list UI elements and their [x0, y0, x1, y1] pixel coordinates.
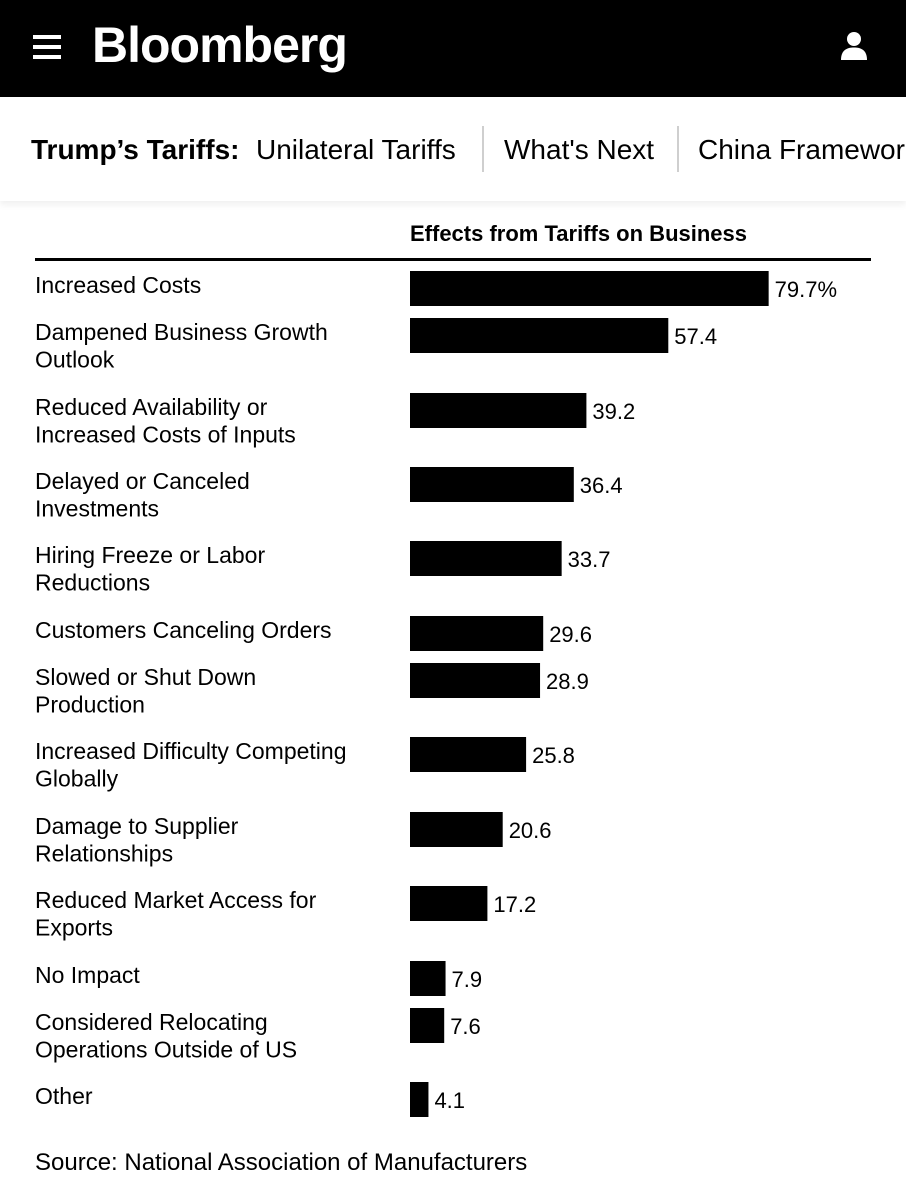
chart-header-rule: [35, 258, 871, 261]
bloomberg-logo[interactable]: Bloomberg: [92, 17, 348, 73]
user-account-icon[interactable]: [838, 30, 870, 62]
category-label: Hiring Freeze or Labor Reductions: [35, 542, 265, 596]
bar: [410, 663, 541, 698]
category-label: Customers Canceling Orders: [35, 617, 332, 643]
top-navigation-bar: Bloomberg: [0, 0, 906, 97]
bar: [410, 737, 527, 772]
category-label: Slowed or Shut Down Production: [35, 664, 256, 718]
bar: [410, 961, 446, 996]
bar-value-label: 36.4: [580, 473, 623, 498]
bar-value-label: 7.9: [452, 967, 483, 992]
subnav-title: Trump’s Tariffs:: [31, 134, 240, 165]
chart-source: Source: National Association of Manufact…: [35, 1149, 528, 1176]
bar: [410, 541, 562, 576]
bar: [410, 812, 503, 847]
bar: [410, 1082, 429, 1117]
subnav-link-china-framework[interactable]: China Framewor: [698, 134, 905, 165]
bar: [410, 318, 669, 353]
bar-value-label: 17.2: [493, 892, 536, 917]
category-label: Increased Difficulty Competing Globally: [35, 738, 347, 792]
category-label: No Impact: [35, 962, 140, 988]
subnav-link-whats-next[interactable]: What's Next: [504, 134, 655, 165]
topic-subnav: Trump’s Tariffs: Unilateral Tariffs What…: [0, 97, 906, 201]
category-label: Considered Relocating Operations Outside …: [35, 1009, 297, 1063]
bar-value-label: 79.7%: [775, 277, 837, 302]
category-label: Damage to Supplier Relationships: [35, 813, 239, 867]
bar-value-label: 4.1: [434, 1088, 465, 1113]
bar: [410, 393, 587, 428]
bar: [410, 271, 769, 306]
category-label: Other: [35, 1083, 93, 1109]
bar-value-label: 57.4: [674, 324, 717, 349]
category-label: Increased Costs: [35, 272, 201, 298]
category-label: Reduced Market Access for Exports: [35, 887, 317, 941]
bar-value-label: 28.9: [546, 669, 589, 694]
bar: [410, 1008, 445, 1043]
category-label: Dampened Business Growth Outlook: [35, 319, 328, 373]
bar-value-label: 33.7: [568, 547, 611, 572]
category-label: Delayed or Canceled Investments: [35, 468, 250, 522]
category-label: Reduced Availability or Increased Costs o…: [35, 394, 296, 448]
bar: [410, 886, 488, 921]
subnav-link-unilateral-tariffs[interactable]: Unilateral Tariffs: [256, 134, 456, 165]
tariff-effects-bar-chart: Effects from Tariffs on Business Increase…: [35, 221, 871, 1117]
bar-value-label: 39.2: [592, 399, 635, 424]
bar-value-label: 29.6: [549, 622, 592, 647]
bar-value-label: 7.6: [450, 1014, 481, 1039]
bar-value-label: 20.6: [509, 818, 552, 843]
subnav-divider: [482, 126, 484, 172]
hamburger-menu-icon[interactable]: [33, 35, 61, 59]
subnav-divider: [677, 126, 679, 172]
bar-value-label: 25.8: [532, 743, 575, 768]
bar: [410, 467, 574, 502]
bar: [410, 616, 544, 651]
chart-title: Effects from Tariffs on Business: [410, 221, 747, 246]
